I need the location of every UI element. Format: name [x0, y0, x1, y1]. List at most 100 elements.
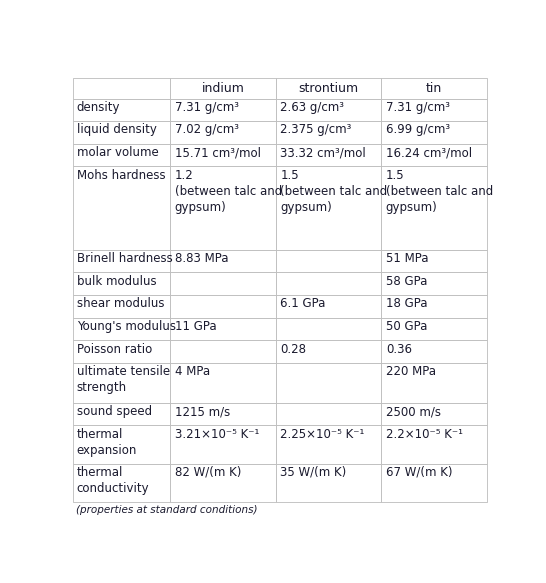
Bar: [381, 403, 486, 426]
Bar: [381, 363, 486, 403]
Bar: [73, 318, 170, 340]
Bar: [73, 403, 170, 426]
Text: Mohs hardness: Mohs hardness: [77, 168, 165, 182]
Text: 51 MPa: 51 MPa: [386, 252, 429, 265]
Text: Poisson ratio: Poisson ratio: [77, 343, 152, 356]
Bar: [381, 295, 486, 318]
Bar: [73, 78, 170, 99]
Text: 2.25×10⁻⁵ K⁻¹: 2.25×10⁻⁵ K⁻¹: [280, 428, 365, 441]
Text: 3.21×10⁻⁵ K⁻¹: 3.21×10⁻⁵ K⁻¹: [175, 428, 259, 441]
Bar: [170, 463, 276, 502]
Bar: [276, 340, 381, 363]
Text: 33.32 cm³/mol: 33.32 cm³/mol: [280, 146, 366, 159]
Bar: [276, 403, 381, 426]
Text: 1.2
(between talc and
gypsum): 1.2 (between talc and gypsum): [175, 168, 282, 213]
Bar: [276, 463, 381, 502]
Text: 16.24 cm³/mol: 16.24 cm³/mol: [386, 146, 472, 159]
Text: 7.02 g/cm³: 7.02 g/cm³: [175, 124, 239, 136]
Bar: [276, 272, 381, 295]
Bar: [276, 363, 381, 403]
Text: strontium: strontium: [299, 82, 359, 94]
Bar: [170, 426, 276, 463]
Bar: [73, 340, 170, 363]
Bar: [276, 426, 381, 463]
Text: 7.31 g/cm³: 7.31 g/cm³: [386, 101, 450, 114]
Text: indium: indium: [201, 82, 245, 94]
Text: 7.31 g/cm³: 7.31 g/cm³: [175, 101, 239, 114]
Text: 67 W/(m K): 67 W/(m K): [386, 466, 453, 479]
Bar: [73, 272, 170, 295]
Text: 0.28: 0.28: [280, 343, 306, 356]
Bar: [381, 121, 486, 144]
Text: Brinell hardness: Brinell hardness: [77, 252, 173, 265]
Bar: [73, 144, 170, 166]
Bar: [73, 463, 170, 502]
Text: 82 W/(m K): 82 W/(m K): [175, 466, 241, 479]
Text: 6.99 g/cm³: 6.99 g/cm³: [386, 124, 450, 136]
Text: 220 MPa: 220 MPa: [386, 365, 436, 378]
Bar: [73, 295, 170, 318]
Bar: [170, 78, 276, 99]
Text: 35 W/(m K): 35 W/(m K): [280, 466, 347, 479]
Bar: [381, 318, 486, 340]
Text: (properties at standard conditions): (properties at standard conditions): [76, 505, 258, 515]
Text: 2500 m/s: 2500 m/s: [386, 405, 441, 418]
Bar: [276, 78, 381, 99]
Bar: [170, 99, 276, 121]
Text: Young's modulus: Young's modulus: [77, 320, 176, 333]
Bar: [170, 144, 276, 166]
Text: thermal
conductivity: thermal conductivity: [77, 466, 150, 495]
Text: ultimate tensile
strength: ultimate tensile strength: [77, 365, 170, 394]
Text: tin: tin: [426, 82, 442, 94]
Bar: [381, 426, 486, 463]
Text: shear modulus: shear modulus: [77, 297, 164, 310]
Bar: [381, 340, 486, 363]
Bar: [170, 250, 276, 272]
Bar: [73, 166, 170, 250]
Text: 58 GPa: 58 GPa: [386, 275, 427, 288]
Bar: [73, 426, 170, 463]
Text: 15.71 cm³/mol: 15.71 cm³/mol: [175, 146, 261, 159]
Bar: [276, 99, 381, 121]
Bar: [381, 144, 486, 166]
Text: 1215 m/s: 1215 m/s: [175, 405, 230, 418]
Text: liquid density: liquid density: [77, 124, 157, 136]
Text: 11 GPa: 11 GPa: [175, 320, 216, 333]
Text: sound speed: sound speed: [77, 405, 152, 418]
Text: 6.1 GPa: 6.1 GPa: [280, 297, 326, 310]
Text: thermal
expansion: thermal expansion: [77, 428, 137, 456]
Text: 18 GPa: 18 GPa: [386, 297, 428, 310]
Text: 4 MPa: 4 MPa: [175, 365, 210, 378]
Bar: [73, 250, 170, 272]
Text: 2.63 g/cm³: 2.63 g/cm³: [280, 101, 345, 114]
Text: density: density: [77, 101, 120, 114]
Bar: [381, 99, 486, 121]
Bar: [276, 121, 381, 144]
Bar: [170, 403, 276, 426]
Bar: [276, 318, 381, 340]
Bar: [381, 272, 486, 295]
Bar: [170, 340, 276, 363]
Bar: [170, 166, 276, 250]
Bar: [170, 363, 276, 403]
Text: 2.2×10⁻⁵ K⁻¹: 2.2×10⁻⁵ K⁻¹: [386, 428, 463, 441]
Text: 8.83 MPa: 8.83 MPa: [175, 252, 228, 265]
Bar: [276, 250, 381, 272]
Bar: [381, 166, 486, 250]
Bar: [170, 295, 276, 318]
Bar: [381, 250, 486, 272]
Text: bulk modulus: bulk modulus: [77, 275, 156, 288]
Text: molar volume: molar volume: [77, 146, 158, 159]
Bar: [276, 295, 381, 318]
Bar: [381, 463, 486, 502]
Bar: [73, 99, 170, 121]
Bar: [170, 272, 276, 295]
Bar: [170, 121, 276, 144]
Text: 0.36: 0.36: [386, 343, 412, 356]
Bar: [73, 363, 170, 403]
Bar: [381, 78, 486, 99]
Text: 1.5
(between talc and
gypsum): 1.5 (between talc and gypsum): [280, 168, 388, 213]
Text: 50 GPa: 50 GPa: [386, 320, 427, 333]
Text: 2.375 g/cm³: 2.375 g/cm³: [280, 124, 352, 136]
Bar: [73, 121, 170, 144]
